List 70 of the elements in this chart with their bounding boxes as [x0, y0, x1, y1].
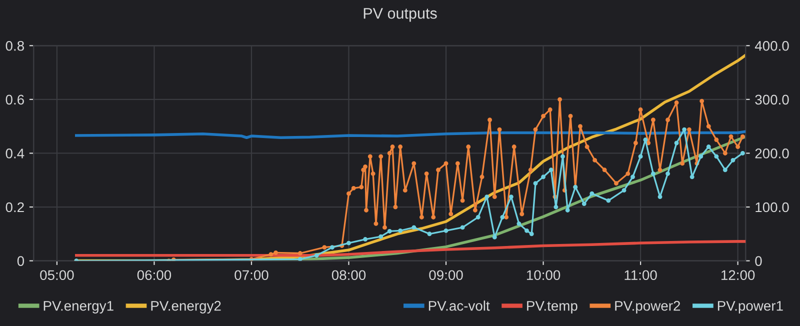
point — [444, 228, 448, 233]
legend-label: PV.energy1 — [44, 301, 114, 314]
point — [398, 228, 403, 233]
point — [387, 228, 392, 234]
point — [622, 188, 626, 193]
point — [298, 256, 302, 261]
point — [378, 234, 384, 239]
y2-tick-label: 200.0 — [755, 148, 789, 158]
point — [548, 168, 554, 172]
point — [363, 237, 368, 242]
point — [346, 240, 351, 246]
legend-label: PV.energy2 — [151, 300, 221, 314]
point — [730, 158, 736, 162]
point — [666, 171, 670, 176]
y-tick-label: 0.8 — [6, 40, 24, 51]
point — [533, 181, 538, 186]
point — [560, 154, 565, 159]
x-tick-label: 07:00 — [234, 270, 268, 280]
point — [529, 232, 534, 236]
y2-tick-label: 400.0 — [754, 40, 789, 51]
y-tick-label: 0.2 — [6, 202, 24, 212]
y-tick-label: 0.4 — [6, 148, 24, 158]
legend-label: PV.ac-volt — [428, 300, 490, 311]
point — [740, 150, 745, 156]
point — [638, 154, 643, 159]
point — [476, 215, 480, 220]
line-series — [75, 240, 746, 257]
legend-label: PV.temp — [527, 301, 578, 314]
legend-label: PV.power2 — [615, 300, 680, 314]
legend-label: PV.power1 — [718, 301, 783, 314]
point — [643, 138, 648, 142]
point — [427, 232, 432, 236]
point — [516, 221, 522, 226]
point — [590, 191, 594, 196]
point — [674, 140, 679, 146]
y-tick-label: 0 — [17, 256, 24, 266]
point — [722, 168, 728, 172]
point — [412, 225, 416, 230]
point — [582, 202, 586, 206]
y2-tick-label: 0 — [755, 256, 762, 266]
point — [554, 204, 558, 210]
point — [484, 194, 490, 200]
x-tick-label: 06:00 — [137, 270, 172, 280]
point — [706, 144, 711, 149]
point — [460, 225, 465, 230]
point — [524, 228, 529, 233]
point — [630, 174, 635, 180]
y-tick-label: 0.6 — [6, 94, 24, 105]
y2-tick-label: 300.0 — [755, 94, 789, 105]
point — [714, 154, 719, 159]
x-tick-label: 05:00 — [40, 270, 74, 280]
y2-tick-label: 100.0 — [756, 202, 789, 212]
x-tick-label: 09:00 — [429, 270, 463, 280]
point — [541, 174, 546, 180]
point — [314, 253, 319, 258]
point — [650, 171, 656, 176]
point — [500, 215, 505, 220]
point — [690, 174, 694, 180]
chart-title: PV outputs — [364, 8, 437, 22]
point — [682, 127, 687, 132]
point — [658, 194, 662, 200]
point — [606, 198, 611, 203]
x-tick-label: 08:00 — [332, 270, 366, 280]
x-tick-label: 12:00 — [722, 270, 755, 280]
point — [330, 245, 334, 250]
x-tick-label: 10:00 — [526, 270, 560, 280]
point — [698, 154, 704, 159]
point — [492, 234, 497, 240]
point — [565, 208, 570, 212]
x-tick-label: 11:00 — [624, 270, 657, 280]
